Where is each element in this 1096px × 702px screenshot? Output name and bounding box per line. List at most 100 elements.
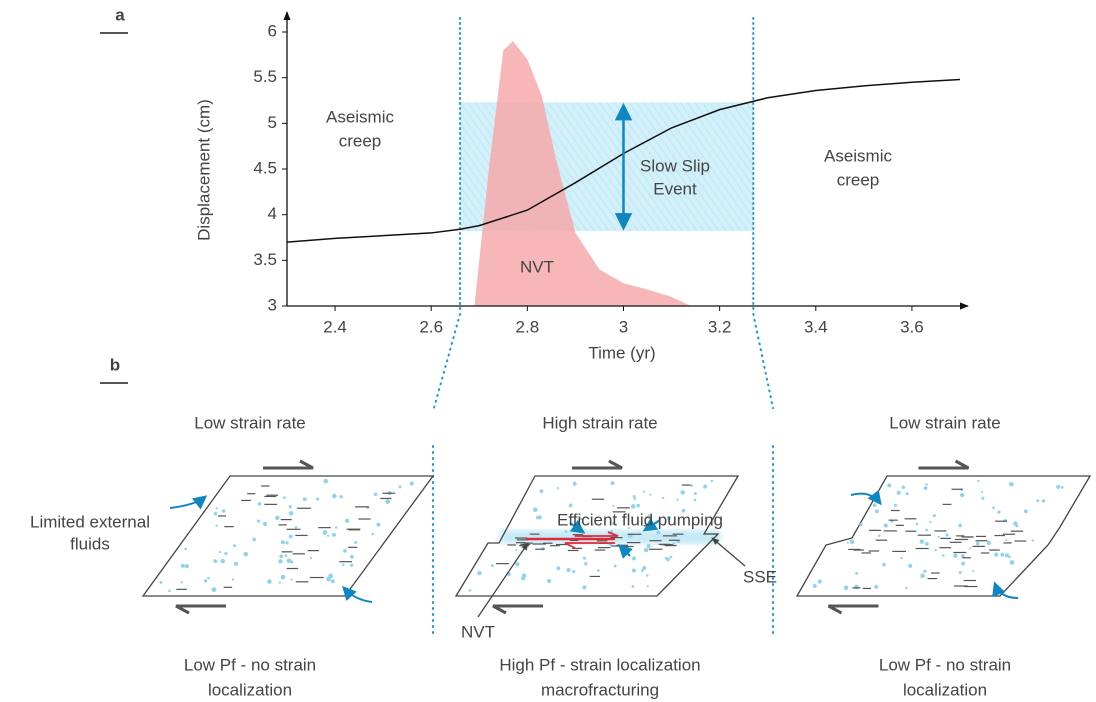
fluid-dot — [221, 509, 226, 513]
fluid-dot — [339, 495, 343, 499]
fluid-dot — [286, 558, 292, 563]
fluid-dot — [328, 573, 334, 579]
fluid-dot — [243, 551, 249, 557]
block — [454, 475, 740, 597]
fluid-dot — [354, 540, 358, 544]
fluid-dot — [925, 528, 928, 532]
fluid-dot — [905, 586, 908, 590]
fluid-dot — [409, 481, 414, 486]
panel-caption: localization — [903, 680, 987, 699]
fluid-dot — [591, 523, 594, 526]
fluid-dot — [582, 556, 586, 560]
fluid-dot — [656, 530, 661, 535]
fluid-dot — [981, 496, 985, 500]
fluid-dot — [564, 530, 568, 533]
panel-caption: macrofracturing — [541, 680, 659, 699]
fluid-dot — [932, 514, 936, 518]
fluid-dot — [817, 579, 822, 584]
fluid-dot — [515, 562, 520, 567]
fluid-dot — [556, 487, 560, 490]
fluid-dot — [233, 544, 237, 548]
y-tick-label: 6 — [268, 21, 277, 40]
band-label: Slow Slip — [640, 156, 710, 175]
fluid-dot — [341, 563, 345, 567]
fluid-dot — [672, 542, 676, 545]
fluid-dot — [969, 547, 972, 550]
fluid-dot — [897, 490, 900, 493]
fluid-dot — [288, 511, 294, 516]
fluid-dot — [855, 571, 859, 575]
fluid-dot — [280, 574, 286, 580]
fluid-dot — [184, 547, 187, 551]
y-tick-label: 3 — [268, 295, 277, 314]
fluid-dot — [579, 517, 583, 521]
fluid-dot — [566, 568, 571, 573]
fluid-dot — [972, 570, 975, 573]
y-tick-label: 4.5 — [253, 158, 277, 177]
y-tick-label: 5 — [268, 113, 277, 132]
fluid-dot — [812, 584, 817, 588]
fluid-dot — [937, 535, 940, 538]
fluid-dot — [647, 514, 652, 519]
fluid-dot — [908, 563, 913, 568]
fluid-dot — [643, 547, 649, 553]
fluid-dot — [322, 530, 328, 535]
fluid-dot — [632, 556, 637, 561]
fluid-dot — [666, 516, 671, 521]
x-tick-label: 2.4 — [323, 317, 347, 336]
fluid-dot — [612, 504, 615, 507]
fluid-dot — [613, 564, 617, 568]
panel-title: Low strain rate — [194, 413, 306, 432]
fluid-dot — [1013, 521, 1018, 526]
fluid-dot — [643, 490, 646, 493]
panel-caption: High Pf - strain localization — [499, 655, 700, 674]
fluid-arrow — [850, 489, 882, 506]
fluid-dot — [997, 510, 1001, 514]
fluid-dot — [1041, 499, 1046, 503]
fluid-dot — [490, 564, 494, 568]
fluid-dot — [283, 496, 286, 500]
fluid-dot — [942, 554, 945, 557]
fluid-dot — [645, 574, 649, 577]
fluid-dot — [373, 492, 378, 497]
fluid-dot — [633, 497, 637, 500]
x-tick-label: 3.6 — [900, 317, 924, 336]
x-tick-label: 3.2 — [708, 317, 732, 336]
fluid-dot — [207, 576, 210, 580]
fluid-dot — [905, 492, 909, 496]
fluid-dot — [330, 579, 335, 584]
fluid-dot — [666, 557, 670, 562]
displacement-line — [286, 78, 961, 243]
fluid-arrow — [169, 495, 208, 510]
fluid-dot — [646, 544, 651, 549]
fluid-dot — [568, 503, 573, 508]
fluid-dot — [1056, 484, 1061, 489]
fluid-dot — [631, 585, 635, 588]
fluid-dot — [611, 521, 616, 526]
fluid-dot — [168, 589, 171, 593]
fluid-dot — [992, 506, 995, 510]
fluid-dot — [323, 478, 329, 484]
fluid-dot — [302, 497, 307, 502]
fluid-dot — [710, 479, 714, 483]
fluid-arrow — [992, 581, 1019, 599]
fluid-arrow — [569, 519, 586, 534]
fluid-dot — [215, 507, 218, 510]
fluid-dot — [1036, 499, 1040, 503]
fluid-dot — [945, 533, 949, 537]
fluid-dot — [901, 485, 906, 489]
panel-label: b — [110, 355, 120, 374]
block — [795, 475, 1092, 597]
fluid-dot — [875, 509, 879, 514]
fluid-dot — [515, 548, 518, 551]
fluid-dot — [994, 552, 999, 557]
fluid-dot — [279, 554, 284, 559]
fluid-dot — [883, 523, 888, 528]
fluid-dot — [294, 526, 298, 529]
fluid-dot — [376, 522, 381, 527]
fluid-dot — [661, 496, 665, 500]
y-tick-label: 3.5 — [253, 250, 277, 269]
fluid-dot — [180, 581, 183, 584]
fluid-arrow — [618, 544, 633, 559]
